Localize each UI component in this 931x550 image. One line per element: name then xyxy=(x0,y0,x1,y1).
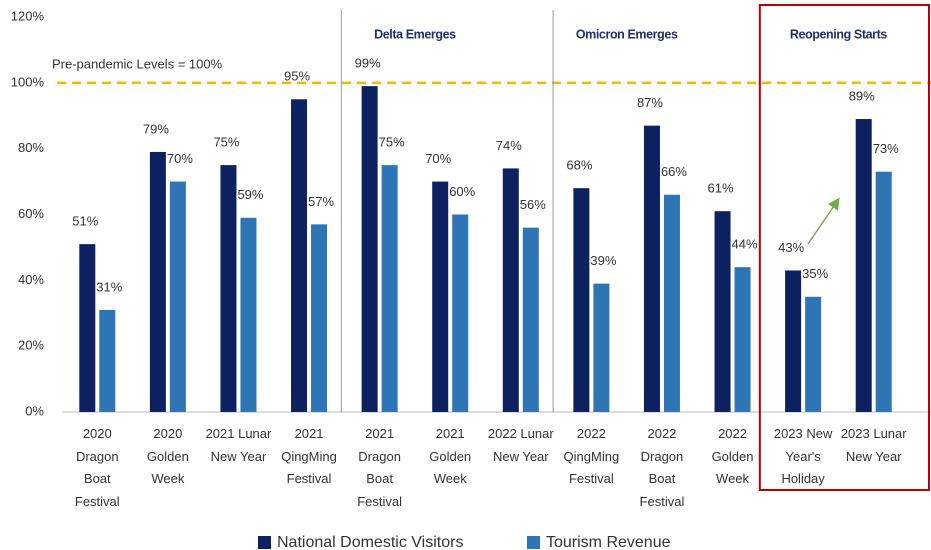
value-label: 75% xyxy=(213,135,239,150)
value-label: 43% xyxy=(778,240,804,255)
bar xyxy=(714,211,731,412)
bar xyxy=(240,217,257,412)
bar xyxy=(381,165,398,412)
value-label: 70% xyxy=(425,151,451,166)
bar xyxy=(452,214,469,412)
section-label: Reopening Starts xyxy=(790,27,888,41)
x-tick-label: 2022 Golden Week xyxy=(711,426,754,486)
legend-swatch xyxy=(258,536,271,549)
y-tick-label: 40% xyxy=(18,272,44,287)
x-tick-label: 2021 Dragon Boat Festival xyxy=(357,426,403,509)
value-label: 35% xyxy=(802,266,828,281)
y-tick-label: 60% xyxy=(18,206,44,221)
bar xyxy=(593,283,610,412)
x-tick-label: 2022 QingMing Festival xyxy=(563,426,620,486)
bar xyxy=(805,296,822,412)
legend-label: Tourism Revenue xyxy=(546,534,671,550)
x-tick-label: 2020 Golden Week xyxy=(146,426,189,486)
y-tick-label: 100% xyxy=(11,74,45,89)
bar xyxy=(432,181,449,412)
legend-swatch xyxy=(527,536,540,549)
x-tick-label: 2022 Lunar New Year xyxy=(487,426,554,464)
bar xyxy=(99,309,116,412)
bar xyxy=(573,188,590,412)
bar xyxy=(643,125,660,412)
bar xyxy=(220,165,237,412)
x-tick-label: 2021 Lunar New Year xyxy=(205,426,272,464)
value-label: 68% xyxy=(566,158,592,173)
bar xyxy=(79,244,96,412)
value-label: 61% xyxy=(708,181,734,196)
value-label: 31% xyxy=(96,279,122,294)
bar xyxy=(149,151,166,413)
x-tick-label: 2021 Golden Week xyxy=(429,426,472,486)
value-label: 74% xyxy=(496,138,522,153)
bar xyxy=(522,227,539,412)
section-label: Delta Emerges xyxy=(374,27,456,41)
value-label: 60% xyxy=(449,184,475,199)
y-tick-label: 20% xyxy=(18,338,44,353)
y-tick-label: 80% xyxy=(18,140,44,155)
bar xyxy=(311,224,328,412)
value-label: 79% xyxy=(143,121,169,136)
value-label: 99% xyxy=(355,56,381,71)
value-label: 95% xyxy=(284,69,310,84)
x-tick-label: 2022 Dragon Boat Festival xyxy=(639,426,685,509)
value-label: 39% xyxy=(590,253,616,268)
y-tick-label: 0% xyxy=(25,403,44,418)
bar xyxy=(855,119,872,413)
value-label: 51% xyxy=(72,214,98,229)
bar xyxy=(875,171,892,412)
value-label: 89% xyxy=(849,88,875,103)
bar xyxy=(663,194,680,412)
value-label: 75% xyxy=(379,135,405,150)
value-label: 57% xyxy=(308,194,334,209)
value-label: 44% xyxy=(732,237,758,252)
section-label: Omicron Emerges xyxy=(576,27,678,41)
highlight-box xyxy=(758,4,930,491)
arrow xyxy=(807,197,840,245)
reference-label: Pre-pandemic Levels = 100% xyxy=(52,56,223,71)
value-label: 87% xyxy=(637,95,663,110)
value-label: 56% xyxy=(520,197,546,212)
value-label: 73% xyxy=(873,141,899,156)
bar xyxy=(734,267,751,412)
value-label: 70% xyxy=(167,151,193,166)
value-label: 66% xyxy=(661,164,687,179)
bar xyxy=(169,181,186,412)
bar xyxy=(785,270,802,412)
x-tick-label: 2023 New Year's Holiday xyxy=(773,426,833,486)
bar xyxy=(291,99,308,413)
legend-label: National Domestic Visitors xyxy=(277,534,463,550)
y-tick-label: 120% xyxy=(11,8,45,23)
x-tick-label: 2023 Lunar New Year xyxy=(840,426,907,464)
value-label: 59% xyxy=(237,187,263,202)
bar xyxy=(502,168,519,412)
x-tick-label: 2021 QingMing Festival xyxy=(281,426,337,486)
bar xyxy=(361,86,378,412)
x-tick-label: 2020 Dragon Boat Festival xyxy=(74,426,120,509)
